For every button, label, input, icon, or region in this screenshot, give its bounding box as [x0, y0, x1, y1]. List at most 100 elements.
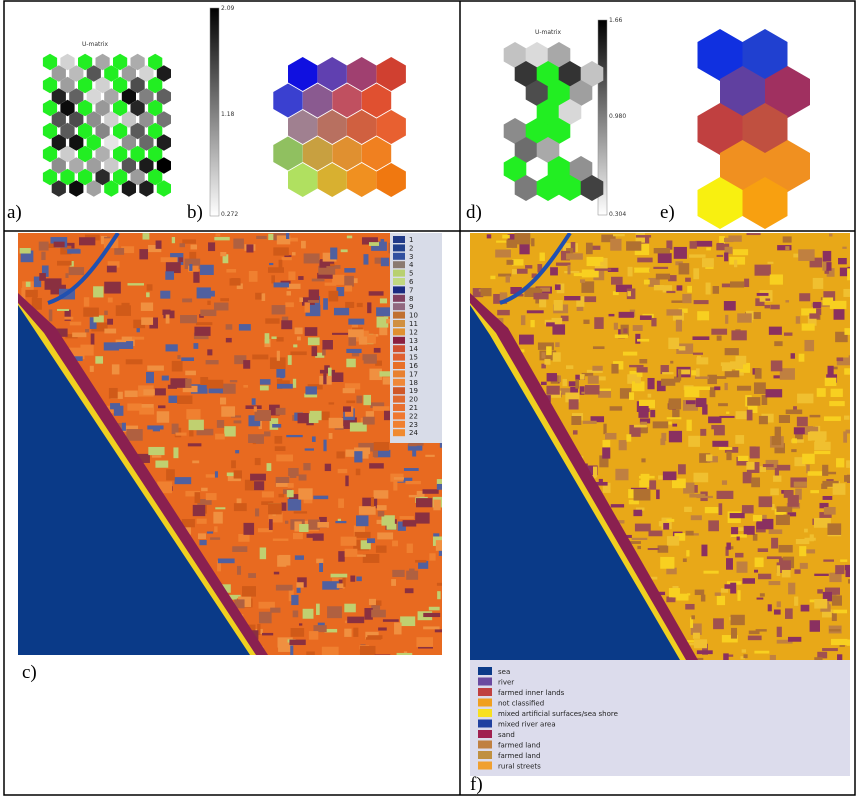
parcel: [423, 613, 440, 617]
parcel: [768, 604, 772, 611]
hexagon: [332, 137, 361, 171]
parcel: [810, 431, 827, 440]
parcel: [660, 557, 674, 569]
parcel: [232, 546, 247, 552]
parcel: [141, 303, 153, 311]
parcel: [796, 539, 809, 544]
parcel: [189, 264, 192, 271]
parcel: [363, 417, 375, 425]
parcel: [231, 460, 236, 468]
parcel: [335, 521, 346, 523]
parcel: [823, 496, 833, 500]
legend-label: farmed land: [498, 742, 540, 750]
parcel: [743, 654, 747, 658]
legend-label: 14: [409, 345, 418, 353]
parcel: [686, 420, 691, 431]
parcel: [824, 507, 836, 515]
parcel: [252, 398, 256, 405]
parcel: [714, 376, 726, 379]
parcel: [310, 411, 322, 420]
parcel: [610, 406, 623, 410]
legend-label: river: [498, 679, 514, 687]
legend-label: 2: [409, 244, 413, 252]
parcel: [686, 550, 689, 556]
parcel: [602, 447, 610, 458]
parcel: [794, 482, 807, 487]
parcel: [331, 574, 348, 578]
parcel: [214, 237, 229, 240]
parcel: [674, 247, 687, 259]
parcel: [173, 447, 178, 458]
parcel: [329, 402, 335, 404]
parcel: [199, 540, 206, 545]
parcel: [207, 531, 213, 533]
legend-swatch: [393, 379, 405, 386]
parcel: [583, 320, 589, 324]
parcel: [751, 477, 760, 487]
parcel: [373, 406, 390, 411]
parcel: [724, 252, 728, 261]
parcel: [833, 610, 847, 614]
parcel: [653, 267, 668, 269]
hexagon: [362, 137, 391, 171]
parcel: [719, 503, 723, 515]
parcel: [299, 297, 303, 302]
legend-label: 5: [409, 270, 413, 278]
parcel: [808, 471, 825, 476]
parcel: [341, 249, 348, 252]
parcel: [166, 469, 175, 480]
parcel: [824, 416, 841, 421]
parcel: [192, 460, 199, 463]
parcel: [248, 573, 256, 578]
parcel: [330, 248, 337, 260]
panel-label: b): [187, 202, 203, 223]
parcel: [791, 353, 795, 359]
parcel: [691, 615, 695, 619]
parcel: [392, 541, 398, 547]
parcel: [197, 519, 207, 524]
parcel: [329, 418, 344, 428]
parcel: [797, 417, 808, 427]
parcel: [697, 650, 713, 654]
parcel: [731, 615, 745, 625]
parcel: [832, 595, 842, 605]
parcel: [226, 269, 236, 273]
legend-swatch: [393, 261, 405, 268]
parcel: [405, 588, 414, 593]
parcel: [260, 379, 271, 385]
parcel: [726, 412, 729, 414]
parcel: [784, 333, 792, 336]
parcel: [682, 294, 691, 303]
parcel: [726, 451, 731, 460]
parcel: [309, 289, 319, 300]
parcel: [774, 341, 782, 346]
parcel: [693, 473, 708, 483]
parcel: [250, 474, 266, 481]
parcel: [696, 398, 707, 407]
hexagon: [377, 57, 406, 91]
parcel: [691, 515, 702, 520]
parcel: [276, 408, 286, 415]
parcel: [512, 269, 517, 274]
parcel: [575, 379, 579, 388]
parcel: [814, 451, 830, 454]
parcel: [822, 648, 838, 651]
parcel: [429, 553, 435, 560]
parcel: [724, 238, 734, 242]
parcel: [634, 268, 650, 273]
parcel: [822, 465, 828, 476]
parcel: [648, 531, 662, 537]
parcel: [747, 410, 753, 421]
parcel: [708, 520, 719, 531]
legend-swatch: [478, 751, 492, 759]
parcel: [733, 249, 748, 255]
parcel: [696, 357, 708, 364]
parcel: [721, 588, 728, 592]
parcel: [766, 389, 783, 397]
legend-label: 9: [409, 303, 413, 311]
parcel: [357, 555, 366, 557]
parcel: [705, 507, 719, 513]
parcel: [753, 534, 758, 541]
parcel: [669, 398, 681, 409]
parcel: [495, 250, 511, 258]
